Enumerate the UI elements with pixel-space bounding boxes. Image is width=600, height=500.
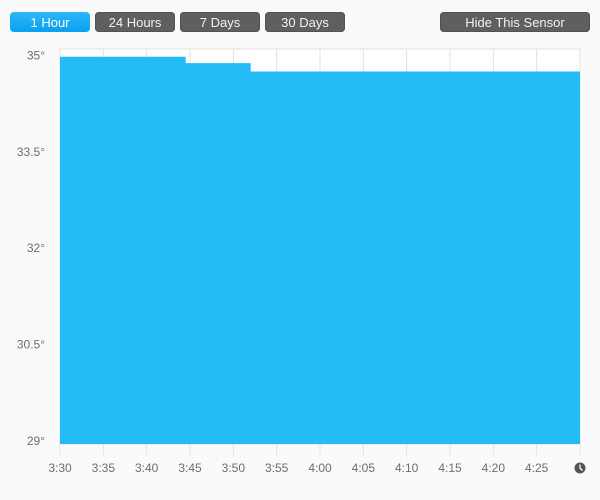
range-1-hour-button[interactable]: 1 Hour: [10, 12, 90, 32]
x-tick-label: 4:25: [525, 461, 549, 475]
x-tick-label: 4:00: [308, 461, 332, 475]
y-tick-label: 30.5°: [17, 337, 45, 351]
hide-sensor-button[interactable]: Hide This Sensor: [440, 12, 590, 32]
x-tick-label: 3:45: [178, 461, 202, 475]
x-tick-label: 3:30: [48, 461, 72, 475]
x-tick-label: 4:20: [482, 461, 506, 475]
x-tick-label: 3:55: [265, 461, 289, 475]
x-tick-label: 4:10: [395, 461, 419, 475]
x-tick-label: 3:50: [222, 461, 246, 475]
range-24-hours-button[interactable]: 24 Hours: [95, 12, 175, 32]
y-tick-label: 33.5°: [17, 145, 45, 159]
temperature-area: [60, 56, 580, 445]
range-30-days-button[interactable]: 30 Days: [265, 12, 345, 32]
x-tick-label: 4:15: [438, 461, 462, 475]
y-tick-label: 32°: [27, 241, 45, 255]
y-tick-label: 29°: [27, 434, 45, 448]
x-tick-label: 3:35: [92, 461, 116, 475]
range-7-days-button[interactable]: 7 Days: [180, 12, 260, 32]
x-tick-label: 4:05: [352, 461, 376, 475]
x-tick-label: 3:40: [135, 461, 159, 475]
clock-hands: [579, 464, 583, 471]
y-tick-label: 35°: [27, 48, 45, 62]
